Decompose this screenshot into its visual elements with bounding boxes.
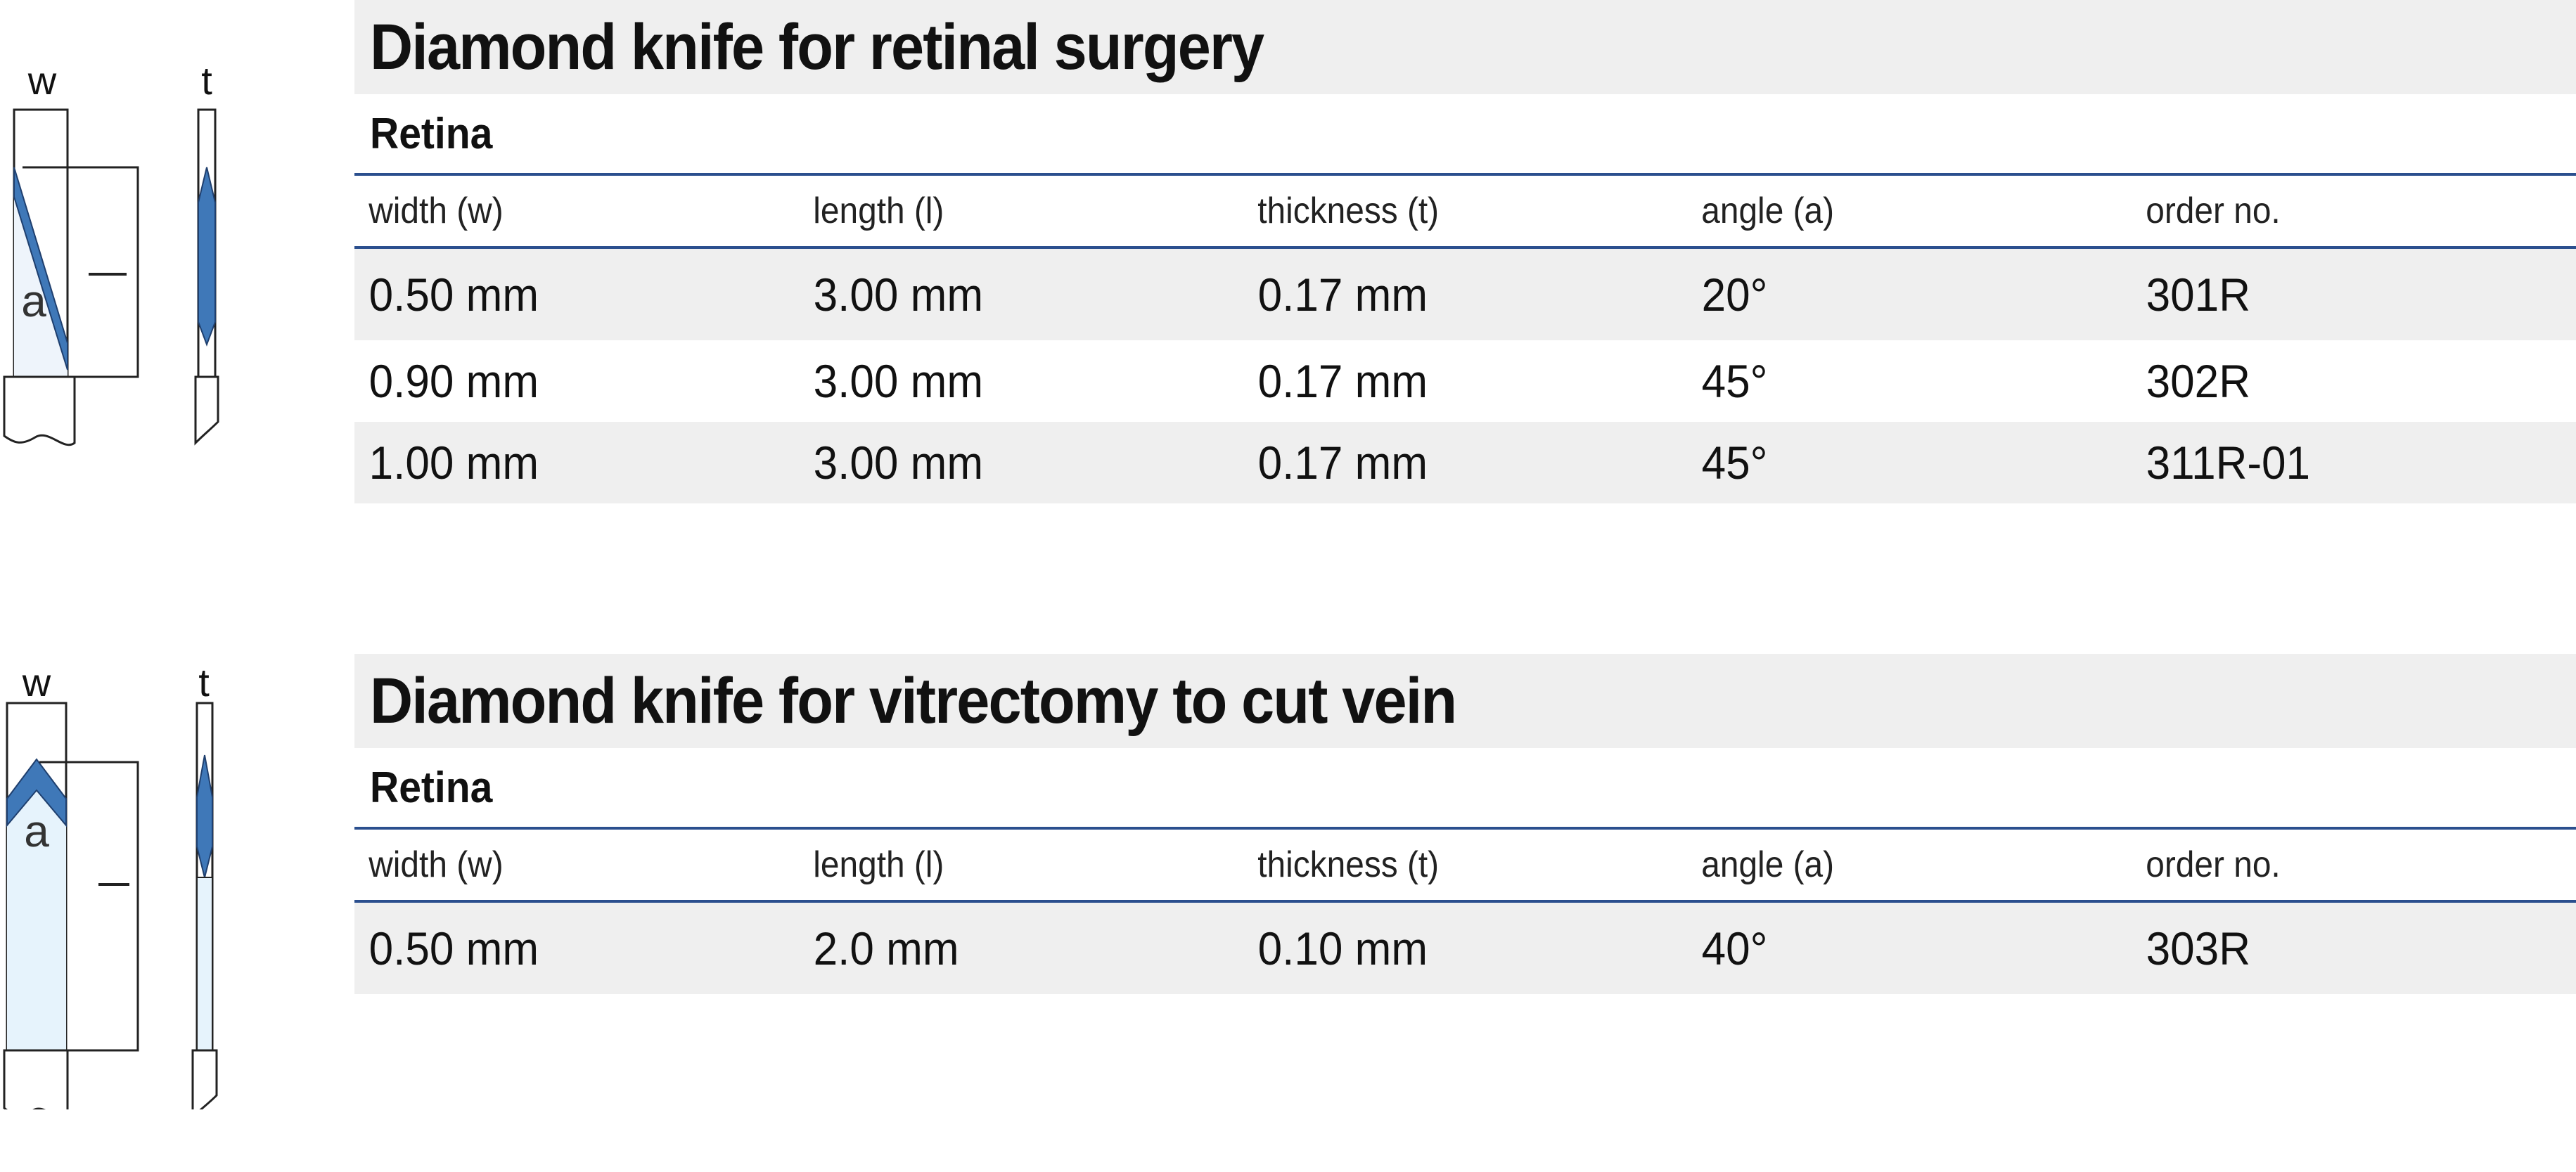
cell-angle: 45° bbox=[1702, 355, 1768, 407]
blade-front-light bbox=[7, 759, 66, 1050]
header-thickness: thickness (t) bbox=[1257, 844, 1439, 885]
header-angle: angle (a) bbox=[1701, 844, 1835, 885]
handle-front bbox=[3, 1049, 69, 1109]
cell-thickness: 0.17 mm bbox=[1257, 269, 1428, 321]
header-order-no: order no. bbox=[2146, 191, 2281, 231]
knife-diagram-retinal: w t a bbox=[0, 49, 253, 506]
angle-label: a bbox=[24, 806, 49, 856]
section-title: Diamond knife for retinal surgery bbox=[370, 11, 1264, 83]
cell-thickness: 0.17 mm bbox=[1257, 437, 1428, 489]
retinal-knife-drawing: w t a bbox=[3, 58, 219, 446]
width-label: w bbox=[22, 660, 51, 704]
cell-angle: 20° bbox=[1702, 269, 1768, 321]
width-label: w bbox=[27, 58, 57, 103]
header-length: length (l) bbox=[813, 191, 944, 231]
cell-order-no: 301R bbox=[2146, 269, 2251, 321]
header-angle: angle (a) bbox=[1701, 191, 1835, 231]
blade-side-light bbox=[196, 877, 213, 1051]
table-row: 1.00 mm 3.00 mm 0.17 mm 45° 311R-01 bbox=[354, 422, 2576, 503]
length-bracket bbox=[39, 761, 139, 1052]
handle-side bbox=[191, 1049, 218, 1109]
header-length: length (l) bbox=[813, 844, 944, 885]
blade-side-edge bbox=[198, 167, 216, 347]
cell-thickness: 0.10 mm bbox=[1257, 922, 1428, 974]
cell-length: 3.00 mm bbox=[813, 437, 983, 489]
cell-angle: 40° bbox=[1702, 922, 1768, 974]
cell-width: 0.50 mm bbox=[369, 269, 539, 321]
table-row: 0.50 mm 2.0 mm 0.10 mm 40° 303R bbox=[354, 903, 2576, 994]
vitrectomy-knife-drawing: w t a bbox=[3, 660, 218, 1109]
cell-thickness: 0.17 mm bbox=[1257, 355, 1428, 407]
section-subtitle-bar: Retina bbox=[354, 94, 2576, 176]
cell-length: 3.00 mm bbox=[813, 355, 983, 407]
thickness-label: t bbox=[201, 58, 212, 103]
header-width: width (w) bbox=[369, 844, 504, 885]
product-section-vitrectomy: Diamond knife for vitrectomy to cut vein… bbox=[354, 654, 2576, 994]
section-title-bar: Diamond knife for retinal surgery bbox=[354, 0, 2576, 94]
cell-width: 1.00 mm bbox=[369, 437, 539, 489]
header-width: width (w) bbox=[369, 191, 504, 231]
section-title-bar: Diamond knife for vitrectomy to cut vein bbox=[354, 654, 2576, 748]
cell-width: 0.90 mm bbox=[369, 355, 539, 407]
table-row: 0.90 mm 3.00 mm 0.17 mm 45° 302R bbox=[354, 340, 2576, 422]
table-header-row: width (w) length (l) thickness (t) angle… bbox=[354, 176, 2576, 249]
table-header-row: width (w) length (l) thickness (t) angle… bbox=[354, 830, 2576, 903]
knife-diagram-vitrectomy: w t a bbox=[0, 652, 253, 1109]
length-bracket bbox=[23, 166, 139, 378]
section-title: Diamond knife for vitrectomy to cut vein bbox=[370, 664, 1457, 737]
section-subtitle: Retina bbox=[370, 109, 493, 158]
header-order-no: order no. bbox=[2146, 844, 2281, 885]
cell-length: 2.0 mm bbox=[813, 922, 959, 974]
cell-length: 3.00 mm bbox=[813, 269, 983, 321]
cell-order-no: 302R bbox=[2146, 355, 2251, 407]
cell-order-no: 303R bbox=[2146, 922, 2251, 974]
blade-front-edge bbox=[13, 167, 68, 371]
cell-order-no: 311R-01 bbox=[2146, 437, 2311, 489]
blade-front-edge bbox=[6, 758, 67, 828]
table-row: 0.50 mm 3.00 mm 0.17 mm 20° 301R bbox=[354, 249, 2576, 340]
thickness-label: t bbox=[198, 660, 210, 704]
cell-width: 0.50 mm bbox=[369, 922, 539, 974]
handle-front bbox=[3, 375, 76, 446]
product-section-retinal: Diamond knife for retinal surgery Retina… bbox=[354, 0, 2576, 503]
section-subtitle-bar: Retina bbox=[354, 748, 2576, 830]
handle-side bbox=[194, 375, 219, 446]
cell-angle: 45° bbox=[1702, 437, 1768, 489]
section-subtitle: Retina bbox=[370, 763, 493, 812]
angle-label: a bbox=[21, 276, 46, 326]
header-thickness: thickness (t) bbox=[1257, 191, 1439, 231]
